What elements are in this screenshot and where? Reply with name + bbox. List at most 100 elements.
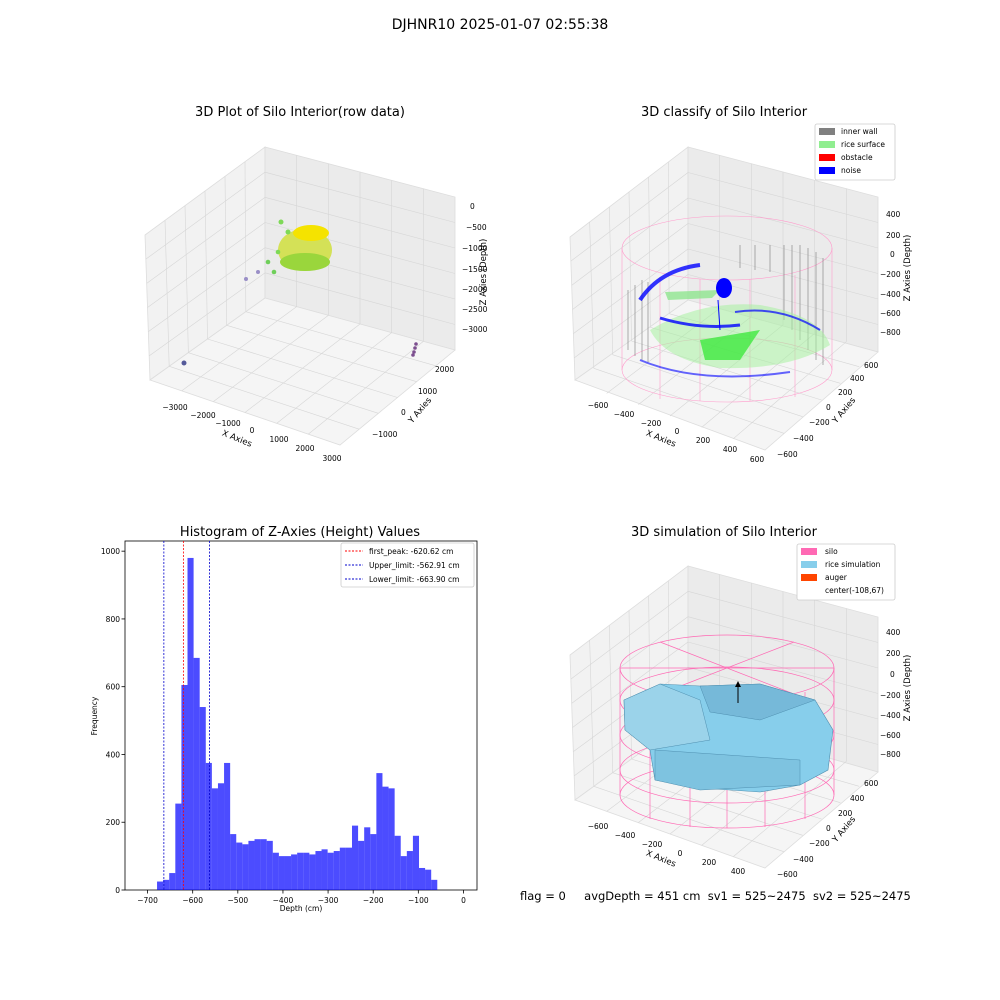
legend-label-rice-surface: rice surface: [841, 140, 885, 149]
histogram-bar: [163, 879, 170, 890]
histogram-bar: [199, 707, 206, 890]
histogram-bar: [388, 788, 395, 890]
raw-z-tick: 0: [470, 202, 475, 211]
panel-raw-title: 3D Plot of Silo Interior(row data): [195, 105, 405, 120]
classify-z-tick-labels: 400 200 0 −200 −400 −600 −800: [880, 210, 901, 337]
pane-gridline: [733, 341, 847, 439]
raw-z-tick: −3000: [462, 325, 488, 334]
histogram-bar: [193, 657, 200, 890]
classify-legend-box: [814, 123, 896, 181]
legend-label-lower-limit: Lower_limit: -663.90 cm: [369, 575, 459, 584]
legend-swatch-auger: [801, 574, 817, 581]
histogram-x-tick-label: −700: [137, 896, 158, 905]
histogram-y-tick-label: 1000: [101, 547, 120, 556]
sim-z-tick-labels: 400 200 0 −200 −400 −600 −800: [880, 628, 901, 759]
histogram-bar: [157, 881, 164, 890]
histogram-bar: [358, 840, 365, 890]
raw-point: [275, 249, 281, 255]
raw-x-tick-labels: −3000 −2000 −1000 0 1000 2000 3000: [162, 403, 341, 463]
noise-cluster: [716, 278, 732, 298]
raw-cloud-top: [293, 225, 329, 241]
sim-z-tick: −800: [880, 750, 901, 759]
histogram-legend: first_peak: -620.62 cm Upper_limit: -562…: [340, 542, 475, 588]
classify-x-tick: 400: [723, 445, 738, 454]
sim-rice-top-ridge: [699, 683, 816, 721]
sim-legend-box: [796, 543, 896, 601]
raw-y-axis-label: Y Axies: [406, 395, 434, 426]
classify-y-tick: 0: [826, 403, 831, 412]
panel-raw-3d: 3D Plot of Silo Interior(row data) −300: [144, 105, 489, 463]
histogram-x-tick-label: −500: [228, 896, 249, 905]
histogram-legend-box: [340, 542, 475, 588]
sim-z-tick: 200: [886, 649, 901, 658]
raw-point: [265, 259, 271, 265]
histogram-y-tick-label: 200: [106, 818, 121, 827]
panel-simulation-3d: 3D simulation of Silo Interior: [569, 525, 913, 879]
raw-point: [411, 353, 415, 357]
sim-x-axis-label: X Axies: [644, 849, 677, 870]
histogram-bar: [333, 851, 340, 890]
histogram-bar: [412, 835, 420, 890]
raw-point: [412, 350, 416, 354]
sim-rice-left-ridge: [623, 683, 711, 751]
raw-point: [285, 229, 291, 235]
histogram-bar: [370, 834, 377, 890]
histogram-y-ticks: 0 200 400 600 800 1000: [101, 547, 125, 895]
classify-z-tick: 0: [890, 250, 895, 259]
histogram-bar: [339, 847, 346, 890]
sim-y-tick: 600: [864, 779, 879, 788]
histogram-x-tick-label: −400: [273, 896, 294, 905]
histogram-bar: [376, 773, 383, 890]
classify-z-tick: 400: [886, 210, 901, 219]
histogram-bar: [266, 840, 273, 890]
sim-y-tick: −400: [793, 855, 814, 864]
histogram-bar: [351, 825, 359, 890]
classify-z-tick: −400: [880, 290, 901, 299]
histogram-bar: [419, 867, 426, 890]
legend-label-first-peak: first_peak: -620.62 cm: [369, 547, 453, 556]
sim-y-tick: −200: [809, 839, 830, 848]
classify-legend: inner wall rice surface obstacle noise: [814, 123, 896, 181]
legend-swatch-noise: [819, 167, 835, 174]
legend-label-obstacle: obstacle: [841, 153, 873, 162]
histogram-bar: [291, 854, 298, 890]
histogram-y-tick-label: 0: [115, 886, 120, 895]
histogram-bar: [230, 834, 237, 890]
histogram-bar: [217, 783, 225, 890]
classify-y-tick: 400: [850, 374, 865, 383]
sim-x-tick: 0: [678, 849, 683, 858]
raw-point: [244, 277, 248, 281]
footer-avg-depth: avgDepth = 451 cm: [584, 889, 701, 903]
panel-simulation-title: 3D simulation of Silo Interior: [631, 525, 818, 540]
raw-cloud-bottom: [280, 253, 330, 271]
rice-surface-patch: [665, 290, 720, 300]
raw-x-tick: 0: [250, 426, 255, 435]
histogram-bar: [260, 839, 267, 890]
histogram-bar: [278, 856, 285, 890]
histogram-x-tick-label: −300: [318, 896, 339, 905]
figure-suptitle: DJHNR10 2025-01-07 02:55:38: [391, 17, 609, 33]
sim-y-tick: 0: [826, 824, 831, 833]
histogram-bar: [309, 854, 316, 890]
histogram-bar: [315, 851, 322, 890]
histogram-x-tick-label: −100: [408, 896, 429, 905]
histogram-bar: [364, 827, 371, 890]
raw-z-tick: −1500: [462, 265, 488, 274]
sim-y-axis-label: Y Axies: [830, 814, 858, 845]
sim-y-tick: 400: [850, 794, 865, 803]
legend-swatch-silo: [801, 548, 817, 555]
histogram-x-axis-label: Depth (cm): [280, 904, 323, 913]
sim-rice-front-face: [654, 749, 801, 791]
noise-line: [717, 299, 721, 331]
noise-arc: [639, 359, 791, 378]
sim-x-tick: 200: [702, 858, 717, 867]
raw-point: [414, 342, 418, 346]
classify-z-tick: −600: [880, 309, 901, 318]
histogram-title: Histogram of Z-Axies (Height) Values: [180, 525, 420, 540]
classify-noise: [638, 263, 821, 378]
sim-z-tick: 400: [886, 628, 901, 637]
histogram-bar: [406, 851, 413, 890]
classify-x-tick: 0: [675, 427, 680, 436]
raw-y-tick: −1000: [372, 430, 398, 439]
histogram-bar: [284, 856, 292, 890]
